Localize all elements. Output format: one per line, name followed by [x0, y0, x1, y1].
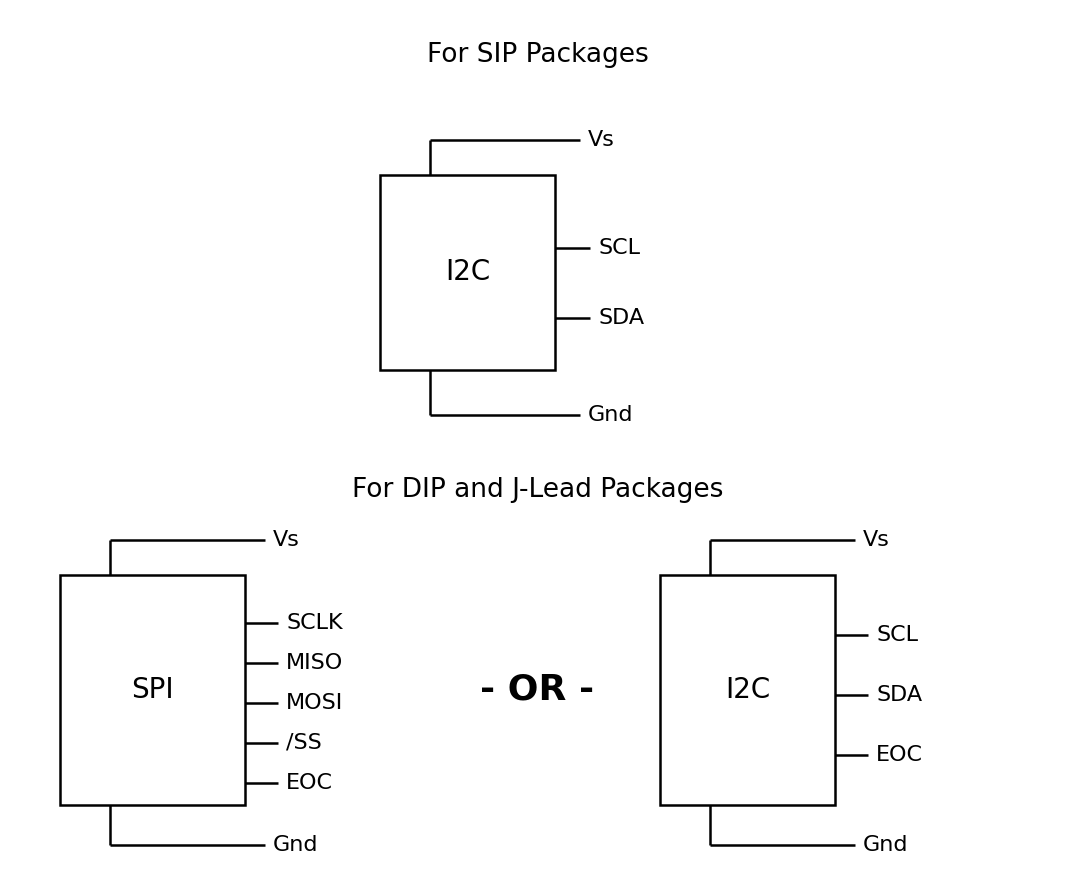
- Text: MISO: MISO: [286, 653, 343, 673]
- Text: - OR -: - OR -: [479, 673, 594, 707]
- Text: MOSI: MOSI: [286, 693, 343, 713]
- Text: Vs: Vs: [273, 530, 300, 550]
- Text: SPI: SPI: [131, 676, 174, 704]
- Text: Gnd: Gnd: [273, 835, 318, 855]
- Bar: [60, 575, 245, 805]
- Text: For SIP Packages: For SIP Packages: [427, 42, 648, 68]
- Text: SCL: SCL: [876, 625, 918, 645]
- Text: SDA: SDA: [598, 308, 644, 328]
- Text: SDA: SDA: [876, 685, 922, 705]
- Text: I2C: I2C: [725, 676, 770, 704]
- Text: /SS: /SS: [286, 733, 321, 753]
- Text: I2C: I2C: [445, 258, 490, 287]
- Text: Gnd: Gnd: [588, 405, 633, 425]
- Text: Gnd: Gnd: [863, 835, 908, 855]
- Text: Vs: Vs: [588, 130, 615, 150]
- Text: Vs: Vs: [863, 530, 890, 550]
- Text: For DIP and J-Lead Packages: For DIP and J-Lead Packages: [352, 477, 723, 503]
- Bar: [379, 175, 555, 370]
- Text: EOC: EOC: [876, 745, 923, 765]
- Text: SCL: SCL: [598, 238, 640, 258]
- Bar: [660, 575, 835, 805]
- Text: SCLK: SCLK: [286, 613, 343, 633]
- Text: EOC: EOC: [286, 773, 333, 793]
